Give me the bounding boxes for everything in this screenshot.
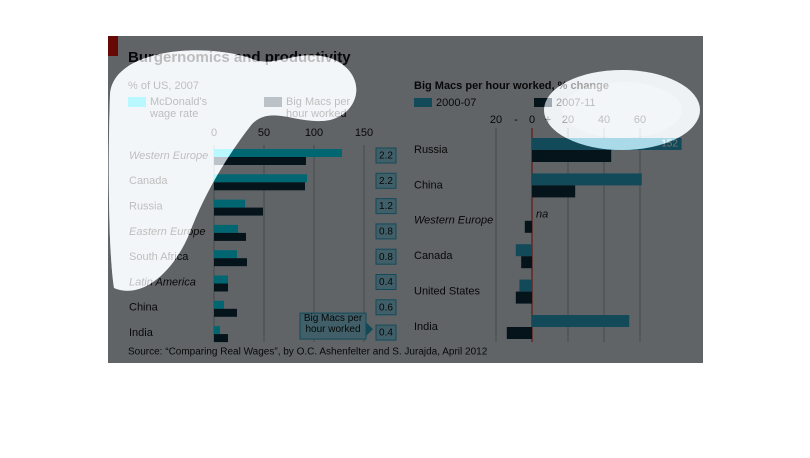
legend-label: Big Macs per hour worked (286, 96, 351, 120)
x-tick-label: 20 (562, 114, 574, 126)
bar (214, 250, 237, 259)
category-label: Canada (414, 250, 453, 262)
category-label: Latin America (129, 276, 196, 288)
bar (214, 283, 228, 292)
bar (214, 149, 342, 157)
bar (214, 224, 238, 233)
category-label: China (129, 302, 159, 314)
na-label: na (536, 209, 548, 221)
column-value: 1.2 (379, 201, 393, 212)
bar (214, 300, 224, 309)
bar (532, 315, 630, 327)
chart-title: Burgernomics and productivity (128, 49, 351, 66)
category-label: South Africa (129, 251, 189, 263)
bar (532, 185, 576, 198)
x-tick-label: 60 (634, 114, 646, 126)
legend-label: McDonald's wage rate (150, 96, 208, 120)
category-label: China (414, 179, 444, 191)
right-title: Big Macs per hour worked, % change (414, 80, 609, 92)
x-tick-label: 0 (211, 127, 217, 139)
bar (521, 256, 532, 269)
category-label: Russia (414, 144, 449, 156)
column-value: 0.4 (379, 277, 393, 288)
category-label: India (129, 327, 154, 339)
bar (214, 334, 228, 343)
bar (214, 207, 263, 216)
red-tag (108, 36, 118, 56)
x-tick-label: 0 (529, 114, 535, 126)
bar (532, 150, 612, 162)
x-tick-label: 100 (305, 127, 323, 139)
legend-label: 2007-11 (556, 97, 596, 109)
bar (524, 220, 532, 233)
legend-swatch (414, 98, 432, 107)
source: Source: “Comparing Real Wages”, by O.C. … (128, 347, 488, 358)
bar (214, 308, 237, 317)
column-value: 0.8 (379, 252, 393, 263)
category-label: United States (414, 286, 481, 298)
axis-sign: + (545, 114, 551, 126)
bar (214, 232, 246, 241)
legend-swatch (128, 97, 146, 107)
value-label: 152 (661, 139, 678, 150)
bar (532, 173, 642, 186)
category-label: India (414, 321, 439, 333)
category-label: Western Europe (129, 150, 208, 162)
bar (515, 291, 532, 304)
axis-sign: - (514, 114, 518, 126)
subtitle: % of US, 2007 (128, 80, 199, 92)
bar (214, 174, 307, 183)
bar (214, 199, 245, 208)
column-value: 0.6 (379, 302, 393, 313)
category-label: Canada (129, 175, 168, 187)
bar (214, 258, 247, 267)
category-label: Eastern Europe (129, 226, 205, 238)
column-value: 0.8 (379, 227, 393, 238)
bar (519, 279, 532, 292)
legend-swatch (534, 98, 552, 107)
x-tick-label: 50 (258, 127, 270, 139)
bar (515, 244, 532, 257)
bar (214, 182, 305, 191)
column-value: 2.2 (379, 176, 393, 187)
column-value: 0.4 (379, 328, 393, 339)
x-tick-label: 150 (355, 127, 373, 139)
x-tick-label: 20 (490, 114, 502, 126)
bar (214, 157, 306, 165)
bar (214, 275, 228, 284)
category-label: Russia (129, 201, 164, 213)
bar (214, 326, 220, 335)
legend-swatch (264, 97, 282, 107)
column-value: 2.2 (379, 151, 393, 162)
category-label: Western Europe (414, 215, 493, 227)
legend-label: 2000-07 (436, 97, 476, 109)
bar (506, 327, 532, 339)
annotation-label: Big Macs per hour worked (303, 313, 363, 335)
x-tick-label: 40 (598, 114, 610, 126)
